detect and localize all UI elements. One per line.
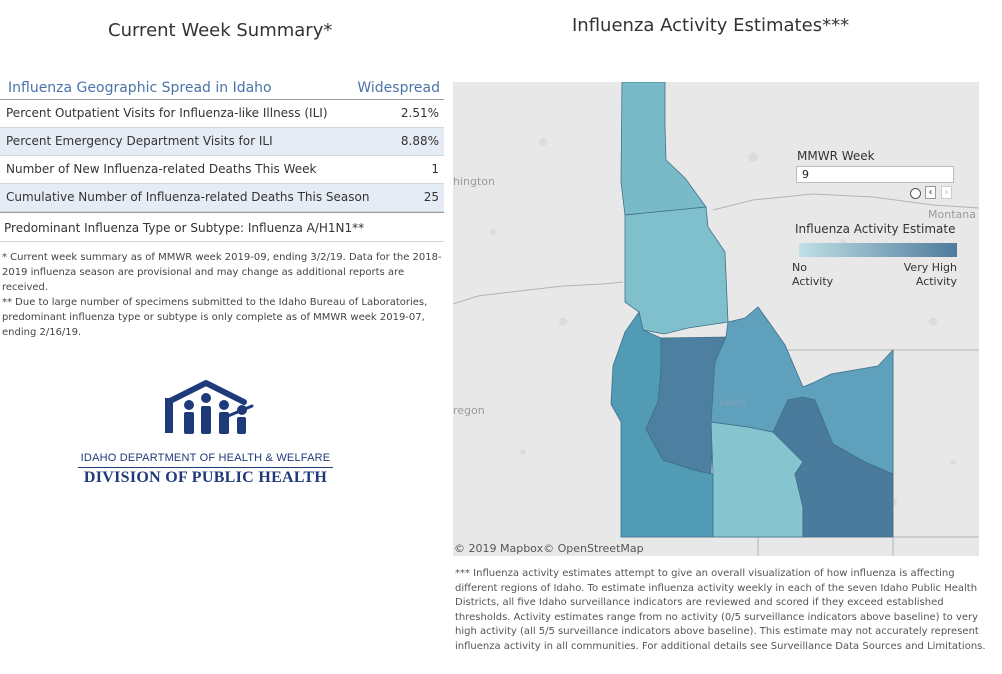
division-name: DIVISION OF PUBLIC HEALTH bbox=[83, 469, 328, 486]
idaho-map[interactable]: hington regon Montana Idaho bbox=[453, 82, 979, 556]
legend-gradient bbox=[799, 243, 957, 257]
idaho-label: Idaho bbox=[719, 398, 747, 409]
predominant-type-row: Predominant Influenza Type or Subtype: I… bbox=[0, 212, 444, 242]
department-name: IDAHO DEPARTMENT OF HEALTH & WELFARE bbox=[80, 452, 331, 464]
idhw-logo: IDAHO DEPARTMENT OF HEALTH & WELFARE DIV… bbox=[78, 380, 333, 490]
district-2[interactable] bbox=[624, 206, 729, 335]
next-week-button[interactable]: › bbox=[941, 186, 952, 199]
table-row: Percent Outpatient Visits for Influenza-… bbox=[0, 100, 444, 128]
table-row: Number of New Influenza-related Deaths T… bbox=[0, 156, 444, 184]
district-7[interactable] bbox=[710, 306, 894, 475]
geographic-spread-label: Influenza Geographic Spread in Idaho bbox=[8, 80, 272, 96]
oregon-label: regon bbox=[453, 404, 485, 417]
map-attribution[interactable]: © 2019 Mapbox© OpenStreetMap bbox=[454, 542, 644, 555]
row-value: 2.51% bbox=[400, 106, 439, 120]
predominant-type-text: Predominant Influenza Type or Subtype: I… bbox=[4, 221, 365, 235]
table-row: Percent Emergency Department Visits for … bbox=[0, 128, 444, 156]
row-value: 1 bbox=[431, 162, 439, 176]
legend-title: Influenza Activity Estimate bbox=[795, 222, 956, 236]
prev-week-button[interactable]: ‹ bbox=[925, 186, 936, 199]
row-value: 25 bbox=[423, 190, 439, 204]
row-label: Percent Emergency Department Visits for … bbox=[6, 134, 273, 148]
row-label: Number of New Influenza-related Deaths T… bbox=[6, 162, 317, 176]
table-row: Cumulative Number of Influenza-related D… bbox=[0, 184, 444, 212]
mmwr-week-input[interactable] bbox=[796, 166, 954, 183]
health-districts[interactable] bbox=[610, 82, 894, 538]
family-icon bbox=[165, 380, 254, 434]
row-value: 8.88% bbox=[400, 134, 439, 148]
mmwr-week-label: MMWR Week bbox=[797, 149, 875, 163]
washington-label: hington bbox=[453, 175, 495, 188]
district-1[interactable] bbox=[620, 82, 707, 216]
summary-table: Influenza Geographic Spread in Idaho Wid… bbox=[0, 79, 444, 242]
row-label: Percent Outpatient Visits for Influenza-… bbox=[6, 106, 328, 120]
geographic-spread-value: Widespread bbox=[357, 80, 440, 96]
row-label: Cumulative Number of Influenza-related D… bbox=[6, 190, 370, 204]
summary-header: Influenza Geographic Spread in Idaho Wid… bbox=[0, 79, 444, 100]
note-predominant-type: ** Due to large number of specimens subm… bbox=[2, 297, 428, 338]
map-canvas[interactable] bbox=[453, 82, 979, 556]
summary-title: Current Week Summary* bbox=[108, 20, 333, 41]
note-current-week: * Current week summary as of MMWR week 2… bbox=[2, 252, 442, 293]
legend-high-label: Very High Activity bbox=[903, 261, 957, 288]
legend-low-label: No Activity bbox=[792, 261, 834, 288]
summary-notes: * Current week summary as of MMWR week 2… bbox=[2, 250, 447, 340]
montana-label: Montana bbox=[928, 208, 976, 221]
activity-footnote: *** Influenza activity estimates attempt… bbox=[455, 568, 986, 652]
logo-divider bbox=[78, 467, 333, 468]
week-play-icon[interactable] bbox=[910, 188, 921, 199]
map-title: Influenza Activity Estimates*** bbox=[572, 15, 850, 36]
map-footnote: *** Influenza activity estimates attempt… bbox=[455, 567, 990, 654]
